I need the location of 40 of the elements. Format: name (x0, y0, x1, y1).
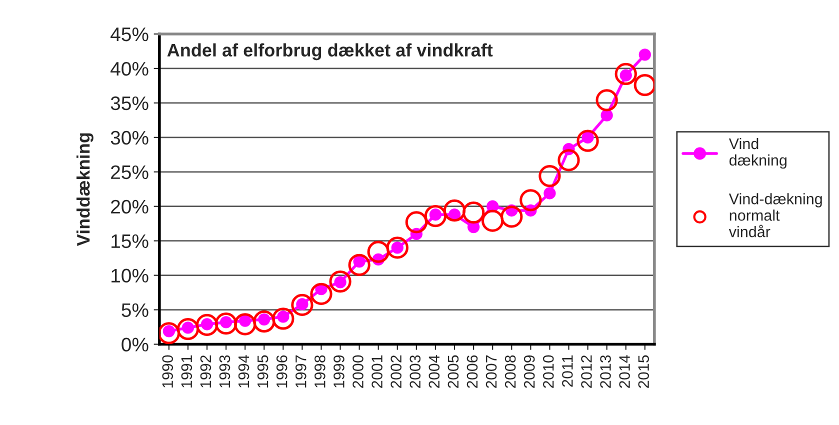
x-tick-label: 2001 (372, 355, 382, 388)
x-tick-label: 1998 (314, 355, 326, 388)
x-tick-label: 2014 (619, 355, 630, 388)
x-tick-label: 1993 (219, 355, 230, 388)
x-tick-label: 2009 (524, 355, 535, 388)
y-tick-label: 45% (110, 28, 148, 42)
x-tick-label: 1995 (257, 355, 268, 388)
x-tick-label: 1999 (334, 355, 344, 388)
x-tick-label: 1990 (162, 355, 174, 388)
x-tick-label: 1997 (295, 355, 306, 388)
x-tick-label: 1991 (181, 355, 192, 388)
x-tick-label: 1994 (238, 355, 250, 388)
x-tick-label: 2002 (390, 355, 402, 388)
x-tick-label: 2004 (428, 355, 440, 388)
x-tick-label: 1996 (276, 355, 288, 388)
x-tick-label: 2005 (448, 355, 459, 388)
y-tick-label: 30% (110, 130, 148, 145)
x-tick-label: 2008 (504, 355, 516, 388)
legend-label: Vind-dækning normalt vindår (728, 193, 822, 238)
x-tick-label: 2003 (410, 355, 421, 388)
y-tick-label: 5% (122, 303, 148, 318)
x-tick-label: 2015 (638, 355, 649, 388)
y-tick-label: 40% (110, 62, 148, 76)
y-axis-title: Vinddækning (76, 133, 94, 246)
x-tick-label: 2011 (562, 355, 573, 387)
legend-label: Vind dækning (728, 138, 786, 169)
x-tick-label: 2012 (581, 355, 592, 388)
x-tick-label: 2000 (352, 355, 364, 388)
x-tick-label: 2006 (466, 355, 478, 388)
y-tick-label: 25% (111, 165, 148, 180)
x-tick-label: 2013 (600, 355, 611, 388)
y-tick-label: 0% (122, 338, 148, 352)
y-tick-label: 35% (110, 96, 148, 110)
x-tick-label: 2010 (542, 355, 554, 388)
y-tick-label: 20% (111, 200, 148, 214)
x-tick-label: 2007 (486, 355, 497, 388)
y-tick-label: 10% (112, 268, 148, 283)
chart-title: Andel af elforbrug dækket af vindkraft (167, 43, 493, 60)
x-tick-label: 1992 (200, 355, 212, 388)
y-tick-label: 15% (112, 234, 148, 248)
